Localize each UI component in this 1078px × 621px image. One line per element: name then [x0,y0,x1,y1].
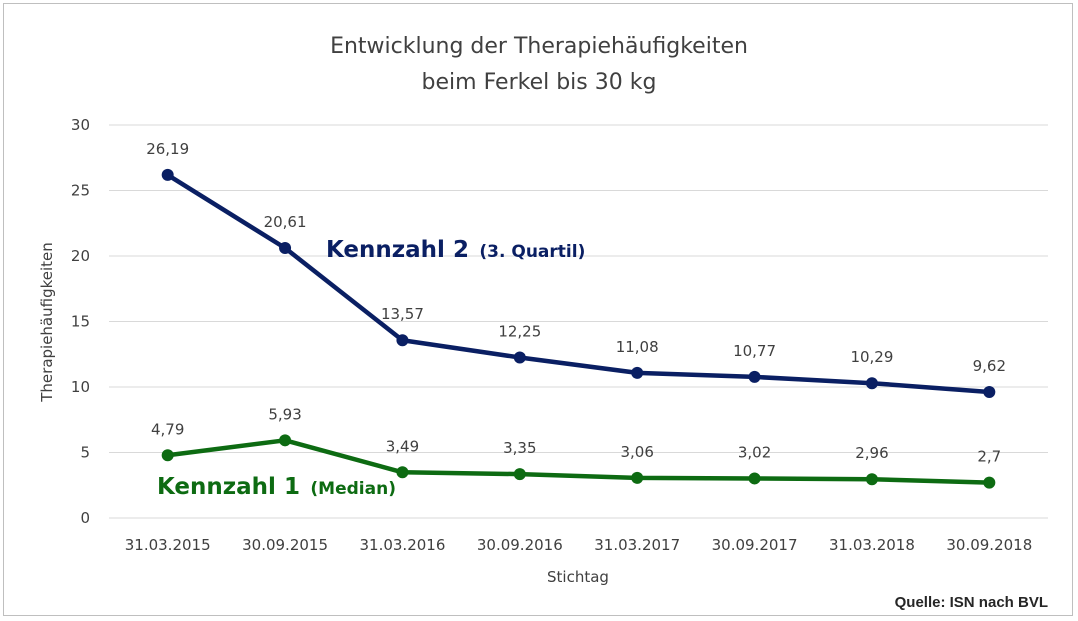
series-points [161,168,996,489]
series-line-kennzahl-1 [165,438,992,485]
data-point-kennzahl-2 [161,168,174,181]
data-point-kennzahl-1 [865,473,878,486]
x-tick-label: 31.03.2015 [125,536,211,554]
x-axis-ticks: 31.03.2015 30.09.2015 31.03.2016 30.09.2016… [125,536,1033,554]
y-tick-label: 0 [80,509,90,527]
x-tick-label: 30.09.2018 [946,536,1032,554]
data-label-kennzahl-2: 12,25 [498,323,541,341]
data-point-kennzahl-2 [865,377,878,390]
data-label-kennzahl-1: 3,49 [386,437,419,455]
x-tick-label: 30.09.2015 [242,536,328,554]
x-axis-title: Stichtag [547,568,609,586]
series-label-kennzahl-1: Kennzahl 1 (Median) [157,474,396,500]
data-point-kennzahl-2 [631,366,644,379]
y-tick-label: 30 [71,116,90,134]
data-label-kennzahl-2: 11,08 [616,338,659,356]
series-label-kennzahl-1-suffix: (Median) [310,479,396,499]
y-tick-label: 25 [71,182,90,200]
chart-title-line-2: beim Ferkel bis 30 kg [422,70,657,95]
y-tick-label: 10 [71,378,90,396]
x-tick-label: 30.09.2016 [477,536,563,554]
data-label-kennzahl-2: 10,77 [733,342,776,360]
data-label-kennzahl-2: 26,19 [146,140,189,158]
y-tick-label: 15 [71,313,90,331]
data-point-kennzahl-1 [631,471,644,484]
data-label-kennzahl-1: 3,02 [738,443,771,461]
source-note: Quelle: ISN nach BVL [895,594,1048,611]
data-label-kennzahl-2: 13,57 [381,305,424,323]
x-tick-label: 31.03.2016 [359,536,445,554]
data-point-kennzahl-1 [279,434,292,447]
chart-frame [3,3,1073,616]
y-axis-ticks: 0 5 10 15 20 25 30 [71,116,90,527]
data-point-kennzahl-2 [279,242,292,255]
series-lines [165,172,992,485]
data-point-kennzahl-2 [513,351,526,364]
data-point-kennzahl-1 [513,468,526,481]
data-point-kennzahl-1 [396,466,409,479]
data-point-kennzahl-2 [396,334,409,347]
data-point-kennzahl-1 [748,472,761,485]
data-label-kennzahl-1: 2,96 [855,444,888,462]
series-label-kennzahl-2-name: Kennzahl 2 [326,237,469,263]
x-tick-label: 31.03.2017 [594,536,680,554]
data-point-kennzahl-1 [161,449,174,462]
chart-title-line-1: Entwicklung der Therapiehäufigkeiten [330,34,748,59]
data-labels: 26,19 20,61 13,57 12,25 11,08 10,77 10,29 9,62 4… [146,140,1006,466]
series-label-kennzahl-1-name: Kennzahl 1 [157,474,300,500]
gridlines [109,124,1048,519]
y-axis-title: Therapiehäufigkeiten [38,242,56,403]
data-label-kennzahl-2: 10,29 [850,348,893,366]
data-point-kennzahl-2 [983,385,996,398]
data-label-kennzahl-1: 3,06 [620,443,653,461]
data-label-kennzahl-1: 2,7 [977,448,1001,466]
series-line-kennzahl-2 [165,172,992,395]
data-label-kennzahl-1: 3,35 [503,439,536,457]
data-label-kennzahl-2: 20,61 [264,213,307,231]
data-label-kennzahl-1: 4,79 [151,420,184,438]
data-label-kennzahl-1: 5,93 [268,405,301,423]
x-tick-label: 30.09.2017 [712,536,798,554]
series-label-kennzahl-2-suffix: (3. Quartil) [479,242,585,262]
y-tick-label: 20 [71,247,90,265]
data-point-kennzahl-2 [748,370,761,383]
y-tick-label: 5 [80,444,90,462]
series-label-kennzahl-2: Kennzahl 2 (3. Quartil) [326,237,585,263]
data-label-kennzahl-2: 9,62 [973,357,1006,375]
x-tick-label: 31.03.2018 [829,536,915,554]
data-point-kennzahl-1 [983,476,996,489]
